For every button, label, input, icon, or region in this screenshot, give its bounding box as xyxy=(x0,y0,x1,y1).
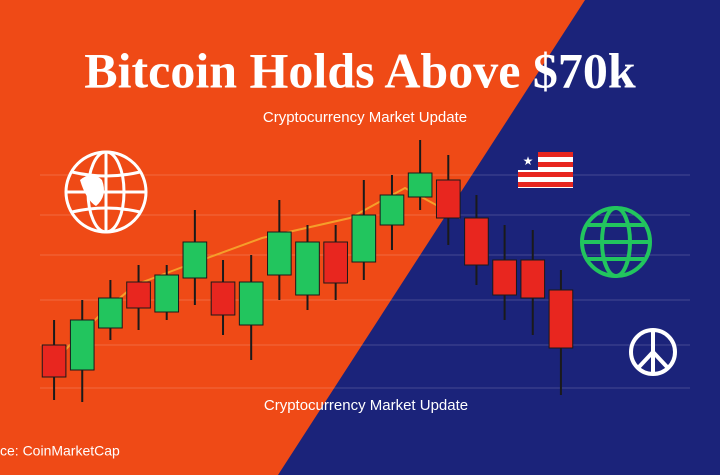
globe-icon-green xyxy=(580,206,652,278)
decor-lines xyxy=(40,174,690,389)
title: Bitcoin Holds Above $70k xyxy=(84,42,636,98)
background-right xyxy=(278,0,720,475)
candle-body xyxy=(492,259,517,296)
candle-body xyxy=(548,289,574,349)
candle-body xyxy=(435,179,461,219)
candle-body xyxy=(98,297,123,329)
candle-body xyxy=(267,231,292,276)
subtitle: Cryptocurrency Market Update xyxy=(263,109,467,126)
candle-body xyxy=(154,274,180,313)
candle-body xyxy=(407,172,433,198)
candle-body xyxy=(69,319,95,371)
candle-body xyxy=(126,281,151,309)
svg-text:★: ★ xyxy=(523,154,534,168)
candle-body xyxy=(464,217,489,266)
candle-body xyxy=(295,241,320,296)
candle-body xyxy=(323,241,348,284)
peace-icon xyxy=(629,328,677,376)
candle-body xyxy=(520,259,546,299)
candle-body xyxy=(182,241,208,279)
candles xyxy=(41,140,574,402)
source: ce: CoinMarketCap xyxy=(0,443,120,459)
flag-icon: ★ xyxy=(518,152,573,188)
candle-body xyxy=(351,214,377,263)
candle-body xyxy=(41,344,67,378)
globe-icon xyxy=(64,150,148,234)
candle-body xyxy=(238,281,264,326)
candle-body xyxy=(379,194,405,226)
candle-body xyxy=(210,281,236,316)
caption: Cryptocurrency Market Update xyxy=(264,397,468,414)
